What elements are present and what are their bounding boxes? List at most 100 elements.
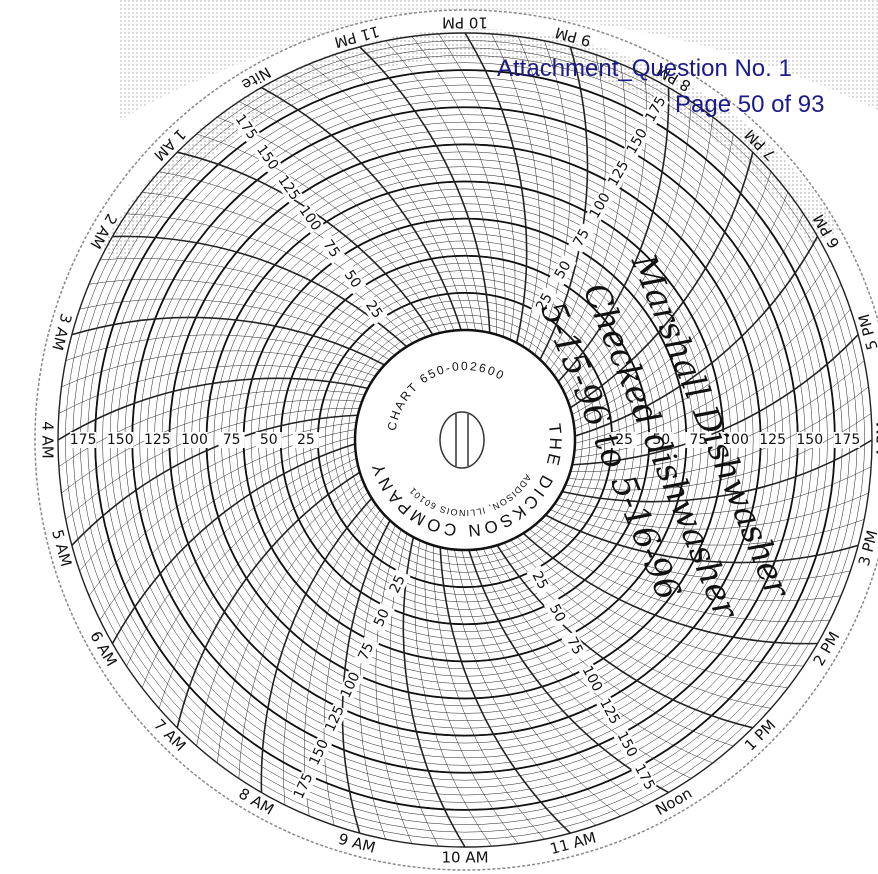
time-line: [557, 87, 670, 383]
time-line: [573, 192, 789, 423]
time-line: [561, 439, 873, 503]
scale-label: 25: [297, 432, 315, 448]
hour-label: 3 PM: [855, 528, 878, 568]
time-line: [385, 40, 497, 335]
scale-label-bg: [648, 432, 675, 448]
scale-label-bg: [181, 432, 208, 448]
time-line: [284, 74, 469, 331]
scale-label-bg: [253, 142, 282, 173]
time-line: [261, 86, 462, 331]
page-number: Page 50 of 93: [675, 91, 824, 118]
scale-label-bg: [586, 190, 614, 221]
hour-label: 10 PM: [442, 14, 488, 32]
scale-label: 175: [70, 432, 97, 448]
time-line: [158, 464, 359, 709]
grid-circle: [287, 262, 643, 618]
scale-label-bg: [353, 636, 380, 667]
scale-label-bg: [543, 598, 571, 629]
time-line: [341, 520, 391, 834]
time-line: [65, 334, 380, 371]
scale-label-bg: [605, 158, 633, 189]
scale-label-bg: [369, 602, 395, 634]
scale-label-bg: [322, 703, 348, 734]
grid-circle: [213, 188, 717, 692]
time-line: [61, 350, 376, 388]
time-line: [61, 399, 362, 494]
time-line: [496, 544, 753, 729]
time-line: [545, 514, 859, 564]
grid-circle: [325, 300, 605, 580]
time-line: [71, 414, 358, 546]
scale-label: 100: [722, 432, 749, 448]
attachment-label: Attachment_Question No. 1: [497, 55, 792, 82]
time-line: [216, 485, 366, 763]
time-line: [454, 549, 621, 817]
time-line: [475, 549, 692, 779]
time-line: [411, 36, 506, 337]
time-line: [567, 133, 734, 402]
time-line: [554, 492, 869, 530]
stipple-band: [100, 28, 840, 263]
time-line: [522, 532, 818, 645]
time-line: [375, 529, 413, 844]
time-line: [571, 171, 772, 416]
hour-label: 5 PM: [855, 312, 878, 352]
scale-label-bg: [218, 432, 245, 448]
scale-label: 50: [371, 606, 393, 629]
time-line: [564, 117, 714, 395]
scale-label-bg: [255, 432, 282, 448]
scale-label-bg: [526, 565, 553, 596]
scale-label: 50: [652, 432, 670, 448]
time-line: [309, 63, 476, 331]
grid-circle: [102, 77, 828, 803]
time-line: [126, 450, 356, 667]
scale-label: 175: [834, 432, 861, 448]
time-line: [359, 46, 491, 333]
time-line: [414, 540, 492, 847]
time-line: [424, 543, 519, 844]
grid-circle: [347, 322, 583, 558]
time-line: [569, 152, 754, 409]
time-line: [111, 443, 356, 644]
scale-label-bg: [231, 111, 260, 143]
hour-label: 4 AM: [39, 421, 57, 459]
scale-label: 100: [181, 432, 208, 448]
time-line: [141, 457, 357, 688]
time-line: [574, 236, 819, 437]
scale-label-bg: [623, 126, 651, 157]
time-line: [334, 54, 483, 332]
grid-circle: [139, 114, 791, 766]
scale-label: 125: [759, 432, 786, 448]
time-line: [238, 101, 455, 331]
hub: [353, 328, 577, 552]
scale-label-bg: [531, 286, 558, 318]
scale-label: 50: [546, 602, 568, 625]
scale-label-bg: [631, 761, 658, 793]
time-line: [482, 548, 713, 764]
scale-label-bg: [70, 432, 97, 448]
stipple: [120, 0, 878, 120]
time-line: [439, 547, 571, 834]
time-line: [196, 133, 441, 334]
time-line: [99, 436, 356, 621]
scale-label-bg: [338, 264, 367, 295]
scale-label: 25: [528, 569, 550, 592]
scale-label: 25: [615, 432, 633, 448]
scale-label: 75: [355, 640, 377, 663]
scale-label-bg: [685, 432, 712, 448]
time-line: [558, 466, 872, 515]
time-line: [438, 33, 516, 340]
time-line: [58, 365, 372, 414]
scale-label: 50: [552, 258, 575, 281]
time-line: [561, 101, 692, 389]
scale-label-bg: [144, 432, 171, 448]
time-line: [568, 386, 869, 481]
time-line: [177, 151, 434, 336]
scale-label-bg: [295, 203, 324, 234]
hour-label: 10 AM: [441, 849, 488, 867]
grid-circle: [250, 225, 680, 655]
time-line: [99, 258, 401, 351]
scale-label: 25: [533, 290, 556, 313]
grid-circle: [339, 314, 591, 566]
